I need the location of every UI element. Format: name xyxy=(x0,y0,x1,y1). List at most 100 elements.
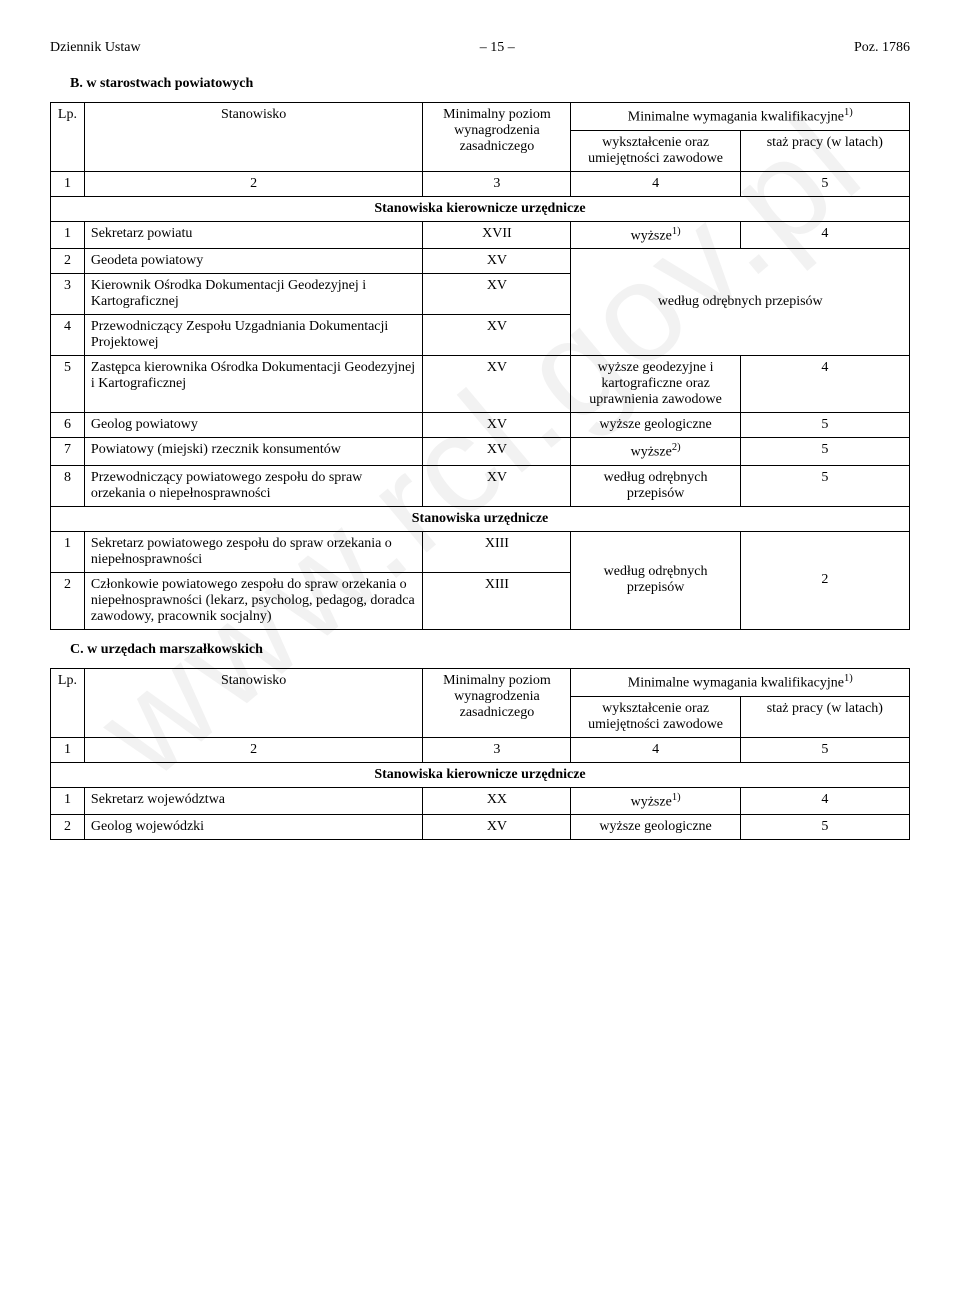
cell-wyk: wyższe1) xyxy=(571,787,740,815)
cell-staz: 4 xyxy=(740,787,909,815)
numcell: 1 xyxy=(51,171,85,196)
col-minimalne: Minimalne wymagania kwalifikacyjne1) xyxy=(571,668,910,696)
table-c: Lp. Stanowisko Minimalny poziom wynagrod… xyxy=(50,668,910,840)
cell-stan: Przewodniczący Zespołu Uzgadniania Dokum… xyxy=(84,315,422,356)
cell-stan: Sekretarz województwa xyxy=(84,787,422,815)
cell-wyk: wyższe geologiczne xyxy=(571,413,740,438)
numcell: 3 xyxy=(423,171,571,196)
header-center: – 15 – xyxy=(480,40,515,56)
cell-min: XV xyxy=(423,815,571,840)
cell-min: XIII xyxy=(423,531,571,572)
table-row: 1 Sekretarz województwa XX wyższe1) 4 xyxy=(51,787,910,815)
table-row: 1 Sekretarz powiatowego zespołu do spraw… xyxy=(51,531,910,572)
cell-lp: 4 xyxy=(51,315,85,356)
table-numrow: 1 2 3 4 5 xyxy=(51,171,910,196)
table-row: 5 Zastępca kierownika Ośrodka Dokumentac… xyxy=(51,356,910,413)
numcell: 5 xyxy=(740,737,909,762)
cell-lp: 3 xyxy=(51,274,85,315)
cell-wyk: według odrębnych przepisów xyxy=(571,465,740,506)
cell-lp: 2 xyxy=(51,249,85,274)
cell-lp: 6 xyxy=(51,413,85,438)
cell-stan: Zastępca kierownika Ośrodka Dokumentacji… xyxy=(84,356,422,413)
page-header: Dziennik Ustaw – 15 – Poz. 1786 xyxy=(50,40,910,56)
table-numrow: 1 2 3 4 5 xyxy=(51,737,910,762)
table-header-row: Lp. Stanowisko Minimalny poziom wynagrod… xyxy=(51,668,910,696)
cell-staz: 4 xyxy=(740,356,909,413)
cell-wyk: wyższe2) xyxy=(571,438,740,466)
cell-min: XV xyxy=(423,356,571,413)
cell-lp: 8 xyxy=(51,465,85,506)
section-c-title: C. w urzędach marszałkowskich xyxy=(70,642,910,658)
section-urz: Stanowiska urzędnicze xyxy=(51,506,910,531)
cell-wyk-text: wyższe xyxy=(631,228,672,243)
cell-min: XX xyxy=(423,787,571,815)
numcell: 4 xyxy=(571,171,740,196)
table-row: 8 Przewodniczący powiatowego zespołu do … xyxy=(51,465,910,506)
cell-stan: Geolog wojewódzki xyxy=(84,815,422,840)
cell-stan: Geolog powiatowy xyxy=(84,413,422,438)
numcell: 5 xyxy=(740,171,909,196)
col-wyksztalcenie: wykształcenie oraz umiejętności zawodowe xyxy=(571,130,740,171)
cell-staz-merged: 2 xyxy=(740,531,909,629)
cell-stan: Powiatowy (miejski) rzecznik konsumentów xyxy=(84,438,422,466)
cell-staz: 5 xyxy=(740,438,909,466)
numcell: 1 xyxy=(51,737,85,762)
col-minimalne-sup: 1) xyxy=(844,673,853,684)
cell-min: XV xyxy=(423,413,571,438)
cell-lp: 2 xyxy=(51,815,85,840)
numcell: 2 xyxy=(84,171,422,196)
col-stanowisko: Stanowisko xyxy=(84,668,422,737)
cell-staz: 4 xyxy=(740,221,909,249)
numcell: 2 xyxy=(84,737,422,762)
cell-wyk-sup: 2) xyxy=(672,442,681,453)
cell-min: XV xyxy=(423,274,571,315)
table-row: 2 Geodeta powiatowy XV według odrębnych … xyxy=(51,249,910,274)
cell-stan: Geodeta powiatowy xyxy=(84,249,422,274)
cell-lp: 1 xyxy=(51,531,85,572)
cell-wyk: wyższe geologiczne xyxy=(571,815,740,840)
cell-staz: 5 xyxy=(740,465,909,506)
col-minimalny: Minimalny poziom wynagrodzenia zasadnicz… xyxy=(423,103,571,172)
cell-lp: 7 xyxy=(51,438,85,466)
cell-lp: 1 xyxy=(51,221,85,249)
section-urz-label: Stanowiska urzędnicze xyxy=(51,506,910,531)
col-staz: staż pracy (w latach) xyxy=(740,130,909,171)
cell-stan: Sekretarz powiatu xyxy=(84,221,422,249)
col-minimalny: Minimalny poziom wynagrodzenia zasadnicz… xyxy=(423,668,571,737)
cell-stan: Przewodniczący powiatowego zespołu do sp… xyxy=(84,465,422,506)
table-header-row: Lp. Stanowisko Minimalny poziom wynagrod… xyxy=(51,103,910,131)
col-staz: staż pracy (w latach) xyxy=(740,696,909,737)
cell-wyk-merged: według odrębnych przepisów xyxy=(571,249,910,356)
col-minimalne-text: Minimalne wymagania kwalifikacyjne xyxy=(628,110,844,125)
section-kier: Stanowiska kierownicze urzędnicze xyxy=(51,762,910,787)
numcell: 4 xyxy=(571,737,740,762)
cell-wyk-sup: 1) xyxy=(672,792,681,803)
section-kier: Stanowiska kierownicze urzędnicze xyxy=(51,196,910,221)
cell-min: XV xyxy=(423,249,571,274)
section-b-title: B. w starostwach powiatowych xyxy=(70,76,910,92)
cell-staz: 5 xyxy=(740,413,909,438)
col-minimalne-sup: 1) xyxy=(844,107,853,118)
cell-min: XV xyxy=(423,438,571,466)
cell-wyk: wyższe geodezyjne i kartograficzne oraz … xyxy=(571,356,740,413)
table-row: 2 Geolog wojewódzki XV wyższe geologiczn… xyxy=(51,815,910,840)
col-wyksztalcenie: wykształcenie oraz umiejętności zawodowe xyxy=(571,696,740,737)
cell-min: XV xyxy=(423,315,571,356)
cell-stan: Członkowie powiatowego zespołu do spraw … xyxy=(84,572,422,629)
numcell: 3 xyxy=(423,737,571,762)
cell-stan: Sekretarz powiatowego zespołu do spraw o… xyxy=(84,531,422,572)
col-lp: Lp. xyxy=(51,668,85,737)
cell-min: XV xyxy=(423,465,571,506)
section-kier-label: Stanowiska kierownicze urzędnicze xyxy=(51,762,910,787)
cell-lp: 1 xyxy=(51,787,85,815)
header-right: Poz. 1786 xyxy=(854,40,910,56)
cell-staz: 5 xyxy=(740,815,909,840)
table-row: 1 Sekretarz powiatu XVII wyższe1) 4 xyxy=(51,221,910,249)
col-lp: Lp. xyxy=(51,103,85,172)
col-stanowisko: Stanowisko xyxy=(84,103,422,172)
cell-wyk-text: wyższe xyxy=(631,794,672,809)
section-kier-label: Stanowiska kierownicze urzędnicze xyxy=(51,196,910,221)
header-left: Dziennik Ustaw xyxy=(50,40,141,56)
cell-min: XVII xyxy=(423,221,571,249)
cell-wyk-sup: 1) xyxy=(672,226,681,237)
